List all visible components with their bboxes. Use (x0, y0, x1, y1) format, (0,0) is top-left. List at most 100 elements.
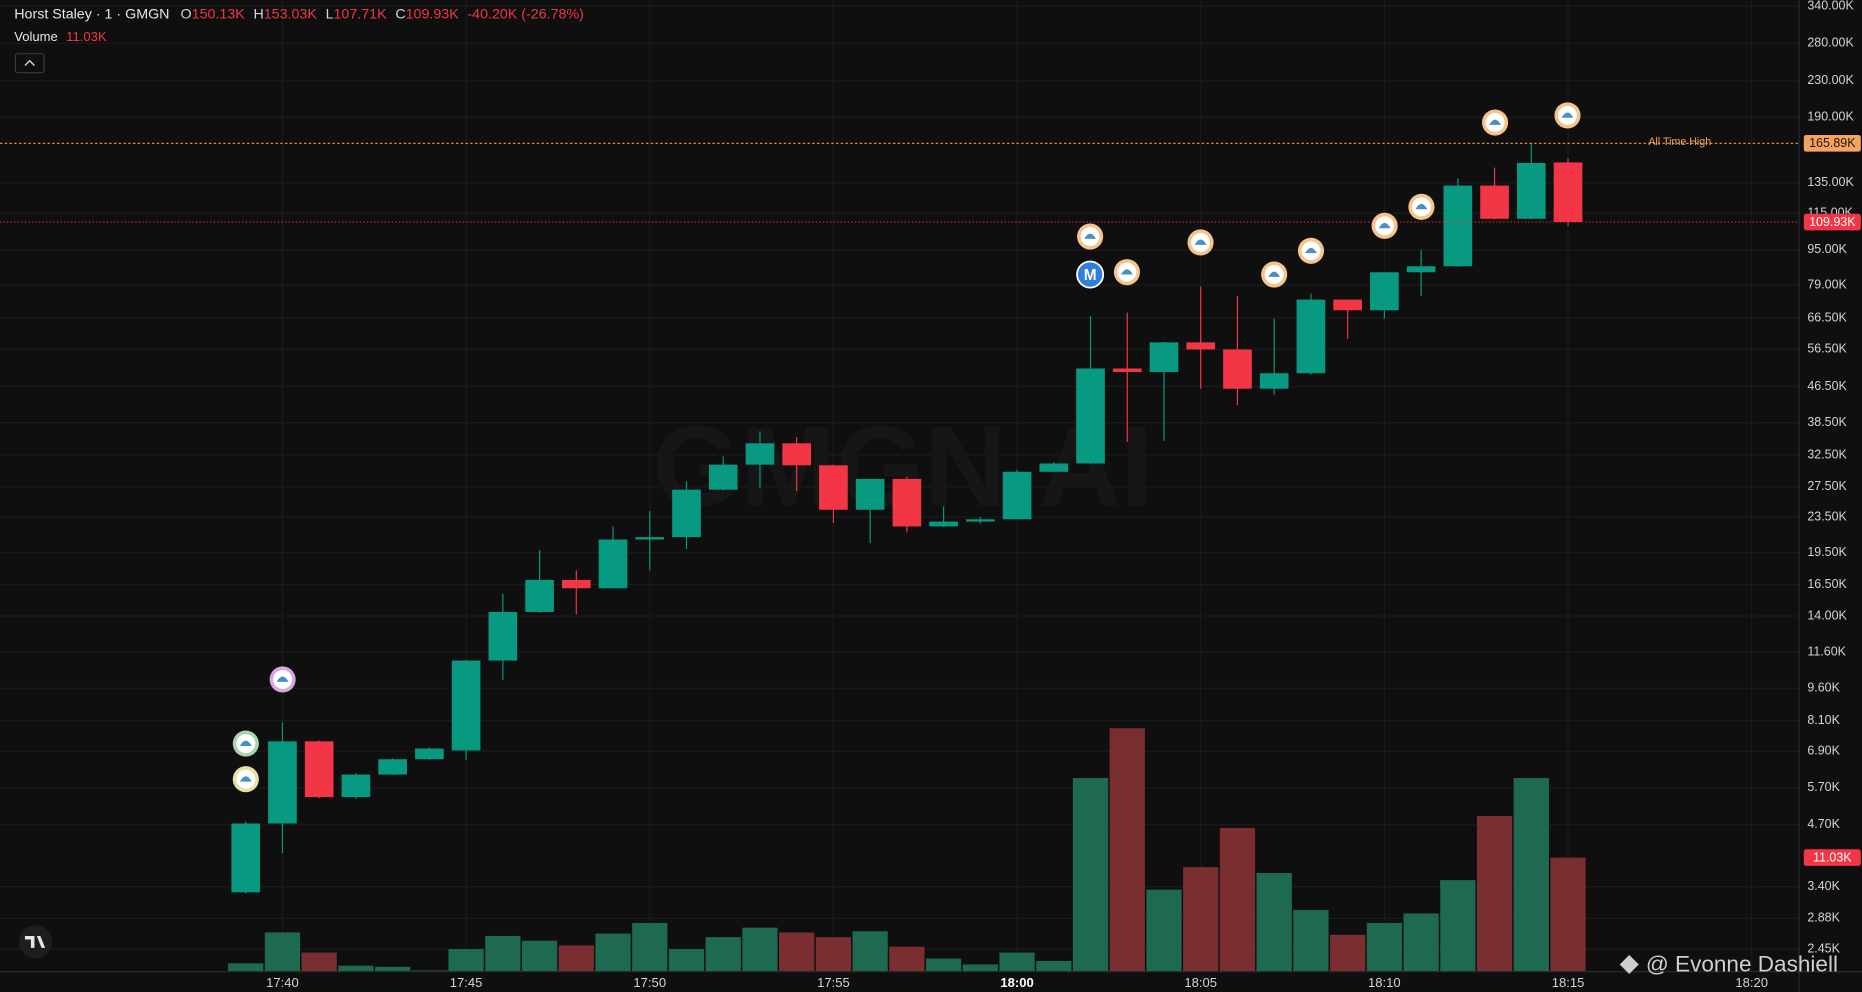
candle (635, 510, 665, 571)
trade-icon (1554, 102, 1581, 129)
logo-bg[interactable] (19, 925, 53, 959)
x-tick-label: 18:15 (1552, 975, 1585, 990)
candle-body (304, 741, 334, 798)
y-tick-label: 56.50K (1807, 342, 1847, 356)
volume-bar (521, 940, 558, 972)
y-tick-label: 38.50K (1807, 415, 1847, 429)
candle (1406, 249, 1436, 296)
volume-bar (668, 949, 705, 972)
trade-icon (269, 666, 296, 693)
y-tick-label: 5.70K (1807, 780, 1840, 794)
x-tick-label: 18:00 (1000, 975, 1033, 990)
volume-bar (1036, 960, 1072, 972)
volume-bar (1513, 778, 1549, 972)
logo-mark[interactable] (24, 935, 46, 948)
volume-bar (889, 946, 925, 972)
y-tick-label: 95.00K (1807, 242, 1847, 256)
y-tick-label: 9.60K (1807, 680, 1840, 694)
volume-bar (779, 932, 815, 972)
button-frame[interactable] (14, 53, 45, 74)
candle-body (1002, 471, 1032, 520)
candle-body (855, 478, 885, 510)
y-tick-label: 32.50K (1807, 447, 1847, 461)
y-tick-label: 190.00K (1807, 110, 1854, 124)
candle-body (1259, 373, 1289, 389)
grid (0, 0, 1800, 972)
candle-body (929, 521, 958, 527)
volume-bar (448, 949, 484, 972)
y-tick-label: 14.00K (1807, 608, 1847, 622)
icon-glyph (1489, 119, 1501, 125)
caret-icon[interactable] (24, 59, 35, 67)
volume-bar (558, 945, 594, 972)
candle-body (341, 774, 371, 798)
icon-glyph (1268, 271, 1281, 277)
candle (561, 570, 591, 615)
candle-body (1223, 349, 1252, 389)
candle-body (708, 464, 738, 490)
candle-body (488, 611, 518, 661)
candle (525, 550, 554, 613)
candle (1259, 318, 1289, 395)
volume-bar (1146, 889, 1182, 972)
candle (1002, 469, 1032, 520)
x-tick-label: 18:20 (1735, 975, 1768, 990)
y-tick-label: 6.90K (1807, 744, 1840, 758)
volume-bar (1440, 880, 1476, 972)
volume-bar (375, 966, 411, 972)
candle (1553, 158, 1583, 226)
y-tick-label: 280.00K (1807, 36, 1854, 50)
volume-value: 11.03K (66, 30, 107, 45)
y-tick-label: 46.50K (1807, 379, 1847, 393)
volume-bar (815, 937, 852, 972)
volume-bar (1183, 867, 1219, 972)
candle-body (415, 748, 444, 760)
volume-bar (1550, 857, 1586, 972)
y-tick-label: 66.50K (1807, 310, 1847, 324)
candle-body (819, 465, 848, 510)
y-tick-label: 27.50K (1807, 479, 1847, 493)
candle (672, 481, 701, 549)
icon-glyph (1305, 247, 1317, 254)
tv-logo[interactable] (19, 925, 53, 959)
candle (1333, 299, 1362, 339)
candle (1112, 312, 1142, 443)
ohlc-key: O (181, 6, 192, 22)
candle (1516, 143, 1546, 220)
volume-bar (301, 952, 337, 972)
volume-bar (1219, 827, 1256, 972)
last-price-label-bg (1803, 213, 1861, 231)
candle-body (1480, 185, 1509, 219)
candle (378, 758, 407, 775)
y-tick-label: 23.50K (1807, 509, 1847, 523)
candle (1296, 293, 1326, 375)
volume-bar (962, 964, 998, 972)
volume-bar (999, 952, 1035, 972)
y-tick-label: 19.50K (1807, 545, 1847, 559)
y-tick-label: 8.10K (1807, 713, 1840, 727)
y-tick-label: 16.50K (1807, 577, 1847, 591)
candle (708, 456, 738, 491)
ath-label: 165.89K (1809, 136, 1856, 150)
volume-bar (338, 965, 374, 972)
collapse-button[interactable] (14, 53, 45, 74)
author: @ Evonne Dashiell (1646, 952, 1838, 977)
candle-body (1370, 272, 1399, 311)
candle-body (525, 579, 554, 612)
candle-body (672, 489, 701, 538)
volume-bar (632, 922, 668, 972)
marker-bg (1076, 260, 1105, 289)
candle-body (1296, 299, 1326, 374)
candle (451, 660, 481, 760)
ohlc-key: H (253, 6, 263, 22)
trade-icon (1113, 259, 1140, 286)
x-tick-label: 17:55 (817, 975, 850, 990)
icon-glyph (1378, 222, 1391, 229)
overlay: All Time High M (0, 102, 1800, 793)
x-tick-label: 17:40 (266, 975, 299, 990)
trade-icon (232, 730, 259, 757)
candle (1443, 178, 1473, 267)
trade-icon (1261, 261, 1288, 288)
